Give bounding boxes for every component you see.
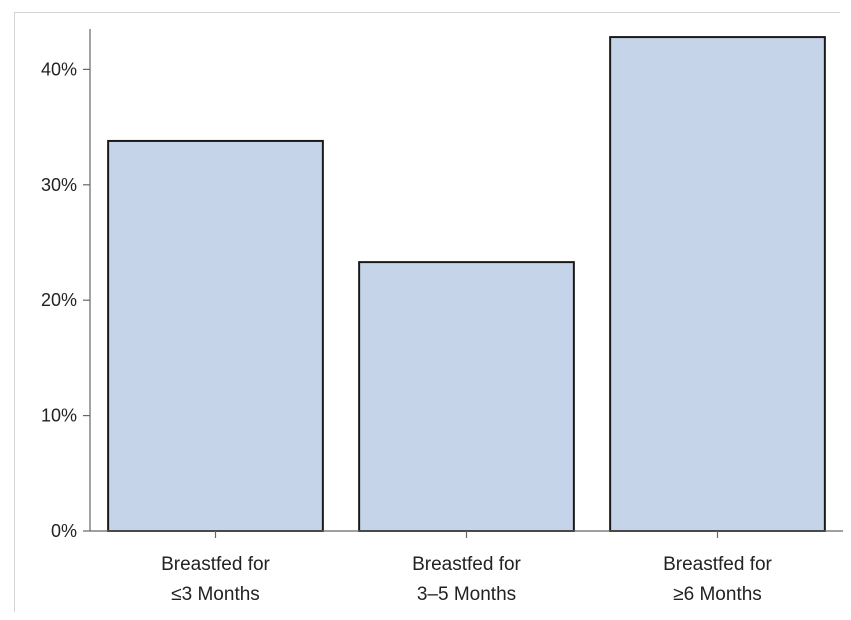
x-axis-ticks: Breastfed for ≤3 Months Breastfed for 3–5 M… <box>161 531 773 605</box>
x-tick-label: Breastfed for <box>412 554 521 575</box>
y-tick-label: 10% <box>41 406 77 426</box>
y-tick-label: 30% <box>41 175 77 195</box>
bar-2 <box>358 261 575 532</box>
y-tick-label: 40% <box>41 59 77 79</box>
x-tick-label: 3–5 Months <box>417 584 516 605</box>
bar-3 <box>609 36 826 533</box>
bars-group <box>107 36 826 533</box>
y-tick-label: 20% <box>41 290 77 310</box>
x-tick-label: Breastfed for <box>663 554 772 575</box>
y-axis-ticks: 0% 10% 20% 30% 40% <box>41 59 90 541</box>
x-tick-label: ≥6 Months <box>673 584 762 605</box>
bar-1 <box>107 139 324 533</box>
x-tick-label: ≤3 Months <box>171 584 260 605</box>
x-tick-label: Breastfed for <box>161 554 270 575</box>
chart-frame <box>14 12 840 612</box>
y-tick-label: 0% <box>51 521 77 541</box>
